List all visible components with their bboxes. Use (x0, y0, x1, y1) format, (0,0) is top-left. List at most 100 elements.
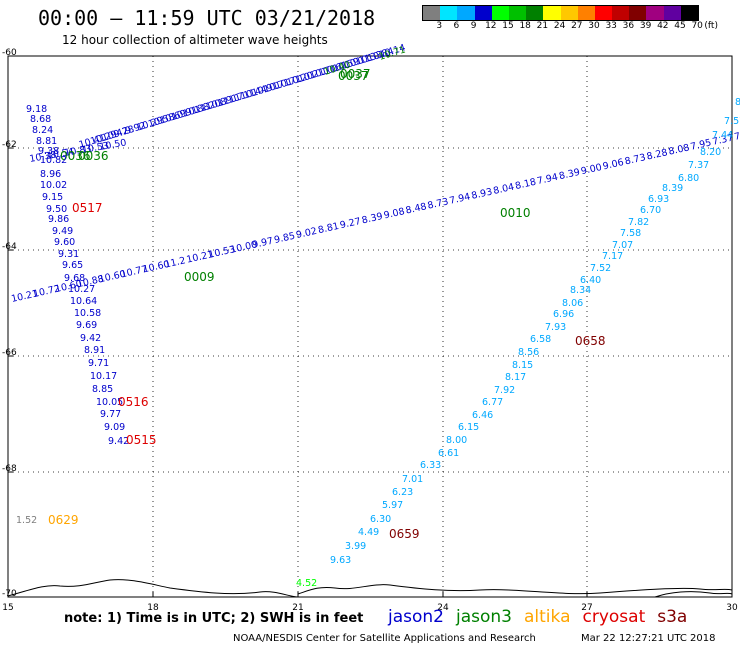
swh-value: 10.38 (29, 149, 58, 165)
swh-value: 9.60 (54, 237, 75, 248)
swh-value: 10.54 (46, 146, 75, 162)
swh-value: 8.34 (570, 285, 591, 296)
lon-tick-label: 27 (581, 603, 592, 613)
swh-value: 9.09 (104, 422, 125, 433)
swh-value: 6.58 (530, 334, 551, 345)
swh-value: 9.77 (100, 409, 121, 420)
swh-value: 10.83 (64, 143, 93, 159)
swh-value: 6.80 (678, 173, 699, 184)
legend-altika: altika (524, 607, 571, 627)
pass-time-label: 0037 (340, 67, 371, 81)
swh-value: 8.18 (514, 177, 537, 192)
credit-text: NOAA/NESDIS Center for Satellite Applica… (233, 633, 536, 644)
swh-value: 9.15 (42, 192, 63, 203)
pass-time-label: 0658 (575, 334, 606, 348)
swh-value: 8.17 (505, 372, 526, 383)
legend-jason2: jason2 (388, 607, 444, 627)
lon-tick-label: 18 (147, 603, 159, 613)
pass-time-label: 0629 (48, 513, 79, 527)
legend-jason3: jason3 (456, 607, 512, 627)
swh-value: 11.2 (164, 255, 187, 270)
pass-time-label: 0037 (338, 69, 369, 83)
color-swatch (526, 6, 544, 20)
color-scale-labels: 3 6 9 12 15 18 21 24 27 30 33 36 39 42 45 70 (ft) (422, 21, 740, 33)
swh-value: 9.27 (339, 216, 362, 231)
pass-time-label: 0516 (118, 395, 149, 409)
swh-value: 9.69 (76, 320, 97, 331)
swh-value: 3.99 (345, 541, 366, 552)
swh-value: 8.73 (427, 196, 450, 211)
swh-value: 8.24 (32, 125, 53, 136)
color-scale-label: 24 (553, 21, 566, 31)
swh-value: 8.39 (361, 211, 384, 226)
swh-value: 10.27 (68, 284, 95, 295)
swh-value: 10.58 (74, 308, 101, 319)
swh-value: 9.42 (108, 436, 129, 447)
swh-value: 8.48 (405, 201, 428, 216)
color-scale-label: 15 (502, 21, 514, 31)
lon-tick-label: 30 (726, 603, 738, 613)
legend-s3a: s3a (657, 607, 688, 627)
pass-time-label: 0010 (500, 206, 531, 220)
swh-value: 9.63 (330, 555, 351, 566)
swh-value: 9.49 (52, 226, 73, 237)
swh-value: 9.31 (58, 249, 79, 260)
swh-value: 7.93 (545, 322, 566, 333)
swh-value: 6.70 (640, 205, 661, 216)
lat-tick-label: -68 (2, 464, 17, 474)
lat-tick-label: -64 (2, 242, 17, 252)
swh-value: 9.86 (48, 214, 69, 225)
color-scale-label: 12 (485, 21, 497, 31)
lon-tick-label: 15 (2, 603, 13, 613)
color-swatch (577, 6, 595, 20)
coastline (7, 579, 733, 598)
swh-value: 10.64 (70, 296, 97, 307)
swh-value: 8.91 (84, 345, 105, 356)
swh-value: 8.39 (662, 183, 683, 194)
color-swatch (423, 6, 441, 20)
color-scale-label: 3 (436, 21, 443, 31)
color-swatch (491, 6, 509, 20)
lon-tick-label: 21 (292, 603, 303, 613)
swh-value: 7.94 (448, 191, 471, 206)
swh-value: 6.23 (392, 487, 413, 498)
swh-value: 8.39 (558, 167, 581, 182)
satellite-legend: jason2 jason3 altika cryosat s3a (388, 607, 699, 627)
swh-value: 6.40 (580, 275, 601, 286)
pass-time-label: 0036 (60, 149, 91, 163)
swh-value: 8.85 (92, 384, 113, 395)
swh-value: 7.46 (733, 128, 740, 143)
color-swatch (594, 6, 613, 20)
swh-value: 10.02 (40, 180, 67, 191)
map-title: 00:00 – 11:59 UTC 03/21/2018 (38, 6, 376, 30)
swh-value: 6.96 (553, 309, 574, 320)
color-scale-label: 30 (588, 21, 600, 31)
color-scale-label: 9 (470, 21, 477, 31)
color-swatch (663, 6, 681, 20)
swh-value: 9.97 (251, 236, 274, 251)
swh-value: 9.02 (295, 226, 318, 241)
swh-value: 7.82 (628, 217, 649, 228)
pass-time-label: 0036 (78, 149, 109, 163)
swh-value: 6.61 (438, 448, 459, 459)
color-swatch (629, 6, 647, 20)
swh-value: 10.71 (378, 44, 407, 62)
swh-value: 10.05 (96, 397, 123, 408)
swh-value: 1.52 (16, 515, 37, 526)
swh-value: 9.85 (273, 231, 296, 246)
pass-time-label: 0009 (184, 270, 215, 284)
legend-cryosat: cryosat (582, 607, 646, 627)
swh-value: 6.15 (458, 422, 479, 433)
color-swatch (457, 6, 475, 20)
color-scale-label: 21 (536, 21, 549, 31)
swh-value: 7.37 (711, 133, 734, 148)
swh-value: 9.18 (26, 104, 47, 115)
swh-value: 8.93 (470, 187, 493, 202)
swh-value: 7.37 (688, 160, 709, 171)
swh-value: 9.08 (383, 206, 406, 221)
color-scale-label: 70 (691, 21, 703, 31)
swh-value: 8.20 (700, 147, 721, 158)
color-scale-label: 39 (639, 21, 652, 31)
swh-value: 8.56 (518, 347, 539, 358)
color-swatch (560, 6, 578, 20)
